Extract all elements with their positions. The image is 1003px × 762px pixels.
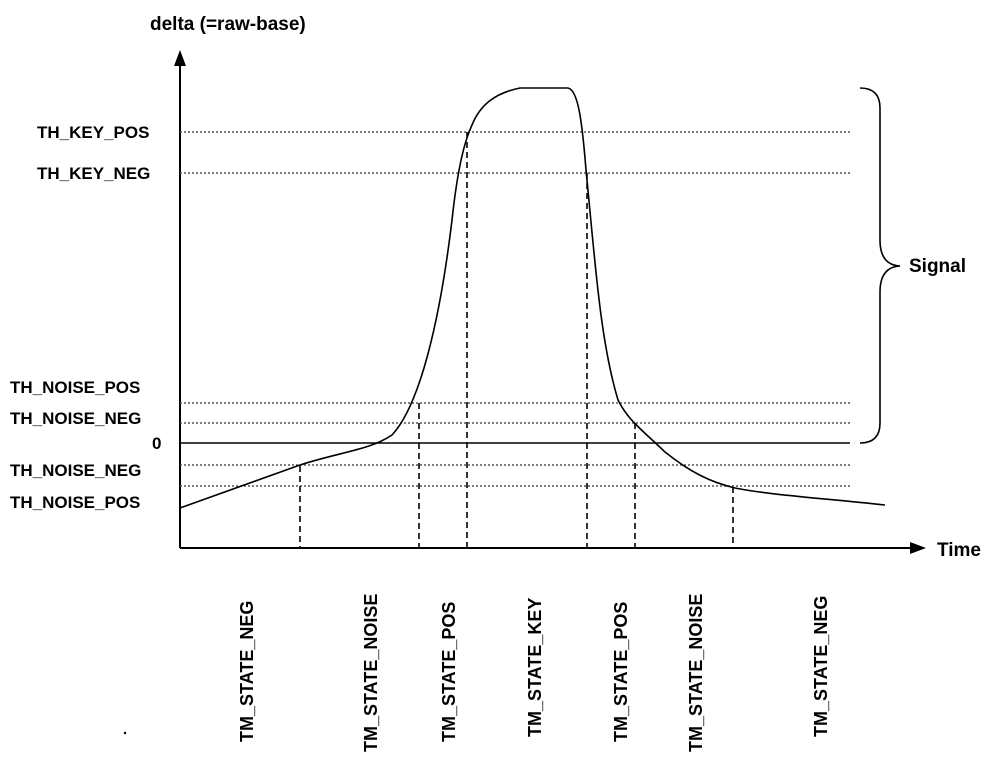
y-axis-arrowhead bbox=[174, 50, 186, 66]
label-th-noise-neg-lower: TH_NOISE_NEG bbox=[10, 461, 141, 480]
x-axis-arrowhead bbox=[910, 542, 926, 554]
x-axis-label: Time bbox=[937, 540, 981, 561]
state-label-1: TM_STATE_NEG bbox=[237, 601, 257, 742]
signal-curve bbox=[179, 87, 886, 509]
state-label-3: TM_STATE_POS bbox=[439, 602, 459, 742]
state-label-4: TM_STATE_KEY bbox=[525, 598, 545, 737]
label-th-key-neg: TH_KEY_NEG bbox=[37, 164, 150, 183]
label-th-key-pos: TH_KEY_POS bbox=[37, 123, 149, 142]
y-axis-label: delta (=raw-base) bbox=[150, 14, 306, 35]
signal-brace bbox=[859, 87, 901, 444]
state-label-5: TM_STATE_POS bbox=[611, 602, 631, 742]
label-th-noise-neg-upper: TH_NOISE_NEG bbox=[10, 409, 141, 428]
label-th-noise-pos-upper: TH_NOISE_POS bbox=[10, 378, 140, 397]
state-label-2: TM_STATE_NOISE bbox=[361, 594, 381, 752]
label-th-noise-pos-lower: TH_NOISE_POS bbox=[10, 493, 140, 512]
stray-dot bbox=[123, 731, 127, 735]
state-label-6: TM_STATE_NOISE bbox=[686, 594, 706, 752]
signal-label: Signal bbox=[909, 256, 966, 277]
label-zero: 0 bbox=[152, 434, 161, 453]
state-label-7: TM_STATE_NEG bbox=[811, 596, 831, 737]
